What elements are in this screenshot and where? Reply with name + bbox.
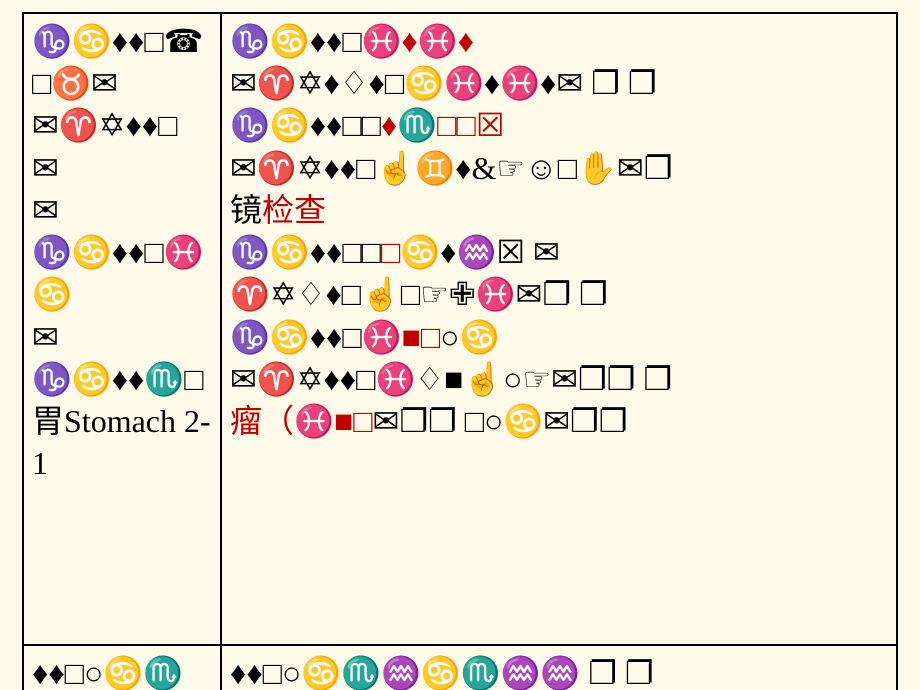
txt: ♑♋♦♦□□ <box>230 234 381 270</box>
txt: ♓■□ <box>294 403 373 439</box>
cell-r2-c2: ♦♦□○♋♏♒♋♏♒♒ ❐ ❐ <box>221 645 897 690</box>
cell-r1-c2: ♑♋♦♦□♓♦♓♦ ✉♈✡♦♢♦□♋♓♦♓♦✉ ❐ ❐ ♑♋♦♦□□♦♏□□☒ … <box>221 13 897 645</box>
txt: ♋♏♒♒ <box>421 655 580 690</box>
txt: ♦♦□○♋♏ <box>32 655 183 690</box>
cell-r1-c1: ♑♋♦♦□☎ □♉✉ ✉♈✡♦♦□ ✉ ✉ ♑♋♦♦□♓ ♋ ✉ ♑♋♦♦♏□ … <box>23 13 221 645</box>
txt: ♦♦□○♋♏♒ <box>230 655 421 690</box>
txt: □♋ <box>381 234 440 270</box>
txt: ✉ <box>32 192 59 228</box>
txt: ♑♋♦♦□□ <box>230 107 381 143</box>
txt: ♑♋♦♦♏□ <box>32 361 204 397</box>
txt: ♑♋♦♦□ <box>230 319 362 355</box>
txt: ✉♈✡♦♦□♓♢■☝○☞✉❐❐ ❐ <box>230 361 672 397</box>
txt: ❐ ❐ <box>580 655 653 690</box>
txt: ✉ <box>32 150 59 186</box>
cell-r2-c1: ♦♦□○♋♏ <box>23 645 221 690</box>
txt: ✉♈✡♦♦□☝♊♦&☞☺□✋✉❐ <box>230 150 672 186</box>
glossary-table: ♑♋♦♦□☎ □♉✉ ✉♈✡♦♦□ ✉ ✉ ♑♋♦♦□♓ ♋ ✉ ♑♋♦♦♏□ … <box>22 12 898 690</box>
txt: ✉ <box>32 319 59 355</box>
txt: 瘤（ <box>230 403 294 439</box>
txt: ♑♋♦♦□♓ <box>32 234 204 270</box>
txt: ♦♒☒ ✉ <box>440 234 560 270</box>
txt: ♓■□ <box>362 319 441 355</box>
txt: ♋ <box>32 276 72 312</box>
txt: 胃Stomach 2-1 <box>32 403 211 481</box>
txt: 检查 <box>262 192 326 228</box>
txt: ♓♦♓♦ <box>362 23 474 59</box>
txt: ✉❐❐ <box>373 403 465 439</box>
txt: □○♋✉❐❐ <box>465 403 628 439</box>
txt: ✉♈✡♦♢♦□♋♓♦♓♦✉ ❐ ❐ <box>230 65 657 101</box>
txt: ✉♈✡♦♦□ <box>32 107 177 143</box>
txt: □♉✉ <box>32 65 118 101</box>
txt: ♦♏□□☒ <box>381 107 505 143</box>
txt: ○♋ <box>440 319 499 355</box>
txt: ♈✡♢♦□☝□☞✙♓✉❐ ❐ <box>230 276 608 312</box>
txt: ♑♋♦♦□☎ <box>32 23 204 59</box>
txt: 镜 <box>230 192 262 228</box>
txt: ♑♋♦♦□ <box>230 23 362 59</box>
